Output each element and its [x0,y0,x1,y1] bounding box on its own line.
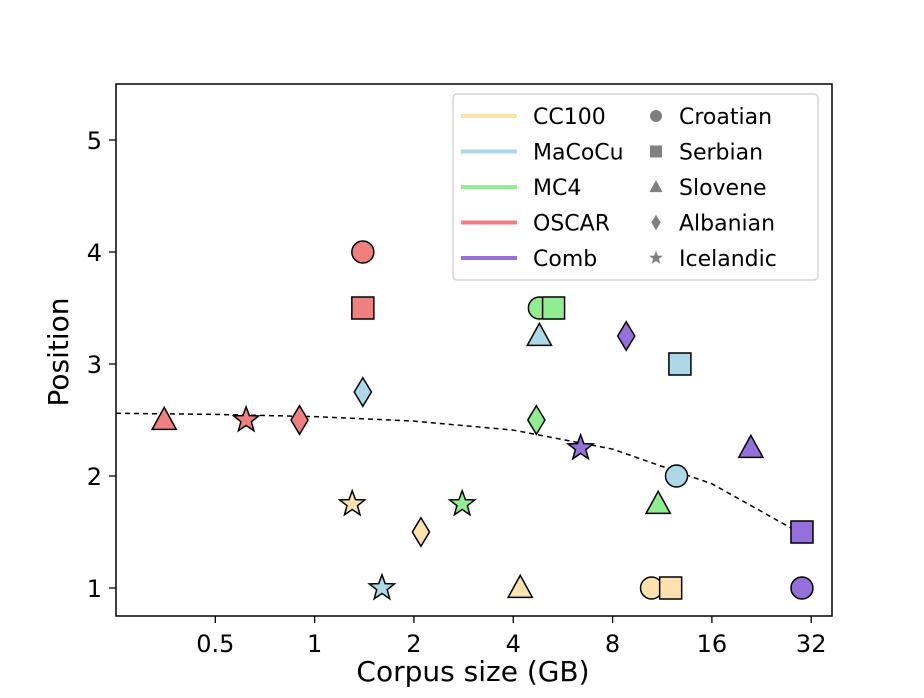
x-tick-label: 1 [307,630,322,658]
point-comb-croatian [790,576,814,600]
point-cc100-albanian [411,516,431,548]
axes-layer: 0.5 1 2 4 8 16 32 1 2 3 4 5 [87,83,833,658]
point-macocu-slovene [526,321,553,347]
legend-label-comb: Comb [533,247,597,272]
points-layer [150,240,814,601]
point-comb-serbian [790,520,814,544]
point-comb-albanian [616,320,636,352]
legend-marker-albanian [651,214,661,231]
legend-marker-slovene [649,180,663,193]
legend-marker-serbian [650,145,662,158]
legend-label-oscar: OSCAR [533,212,610,237]
legend-label-cc100: CC100 [533,105,606,130]
legend-label-albanian: Albanian [679,212,775,237]
point-mc4-icelandic [447,488,477,517]
legend-marker-icelandic [649,250,663,264]
point-macocu-icelandic [367,572,397,601]
point-oscar-albanian [290,404,309,436]
x-tick-label: 0.5 [196,630,234,658]
point-cc100-slovene [506,573,534,599]
axes-frame [115,83,833,617]
y-tick-label: 2 [87,463,102,491]
legend-label-slovene: Slovene [679,176,767,201]
y-tick-label: 5 [87,127,102,155]
legend-label-icelandic: Icelandic [679,247,777,272]
point-comb-icelandic [565,432,596,461]
trend-line-layer [115,412,793,530]
trend-line [115,412,793,530]
x-tick-label: 8 [605,630,620,658]
legend-label-macocu: MaCoCu [533,141,624,166]
point-macocu-albanian [353,376,373,408]
x-tick-label: 32 [796,630,827,658]
point-comb-slovene [737,433,765,459]
x-axis-title: Corpus size (GB) [356,655,589,688]
legend-label-croatian: Croatian [679,105,772,130]
point-mc4-slovene [644,489,672,515]
point-cc100-serbian [658,576,683,600]
point-cc100-icelandic [337,488,367,517]
y-tick-label: 3 [87,351,102,379]
point-oscar-slovene [150,405,178,431]
legend: CC100 MaCoCu MC4 OSCAR Comb Croatian Serbian Sl… [452,93,819,281]
point-oscar-icelandic [231,404,261,433]
y-tick-label: 4 [87,239,102,267]
point-mc4-albanian [526,404,546,436]
x-tick-label: 4 [506,630,521,658]
point-mc4-serbian [541,296,566,320]
point-oscar-croatian [351,240,375,264]
point-macocu-croatian [664,464,689,488]
y-tick-label: 1 [87,575,102,603]
point-oscar-serbian [351,296,375,320]
y-axis-title: Position [42,297,75,406]
legend-label-mc4: MC4 [533,176,581,201]
legend-box [452,93,819,281]
point-macocu-serbian [668,352,692,376]
legend-label-serbian: Serbian [679,141,763,166]
x-tick-label: 16 [697,630,728,658]
legend-marker-croatian [650,110,662,122]
x-tick-label: 2 [406,630,421,658]
